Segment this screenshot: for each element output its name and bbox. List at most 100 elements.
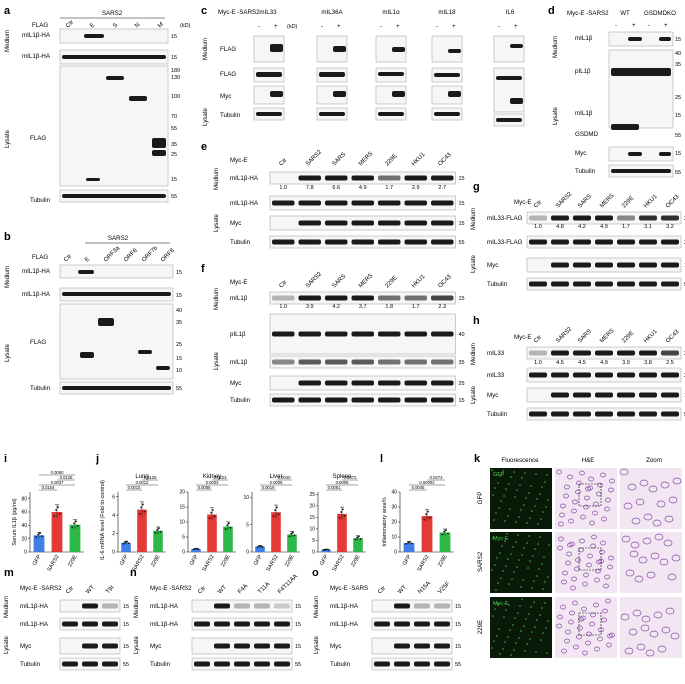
data-point [37,533,40,536]
section-label-lysate: Lysate [4,343,11,362]
alveolus [620,613,630,621]
alveolus [621,535,631,543]
band [152,150,166,156]
band [529,372,547,378]
ladder-mark: 15 [295,622,301,628]
alveolus [652,519,662,527]
quant-value: 1.0 [534,360,542,366]
row-label: mIL1β-HA [150,621,179,628]
section-label-medium: Medium [202,38,209,60]
band [639,411,657,417]
band [661,215,679,221]
fluorescence-dot [492,615,494,617]
fluorescence-dot [517,612,519,614]
band [298,220,321,226]
alveolus [649,630,659,638]
x-tick-label: 229E [67,554,79,568]
fluorescence-dot [506,533,508,535]
alveolus [560,604,566,610]
fluorescence-dot [510,476,512,478]
quant-value: 1.0 [534,224,542,230]
row-label: Myc [230,380,241,387]
lane-label: OC43 [665,194,681,210]
fluorescence-dot [537,543,539,545]
y-tick-label: 0 [312,550,315,556]
sign-labels: - + - + - + - + - + (kD) [258,23,518,30]
band [378,239,401,245]
lane-labels: Ctr E S N M [65,20,165,30]
chart-title: Lung [135,474,148,480]
row-label: Myc [575,150,586,157]
alveolus [603,583,609,589]
y-tick-label: 2 [112,531,115,537]
p-value: 0.0060 [51,470,64,475]
sign-label: + [664,22,668,29]
band [434,73,460,77]
row-label: mIL33 [487,350,505,357]
band [529,239,547,245]
sign-label: + [396,23,400,30]
ladder: 15 15 40 35 25 15 10 55 [176,270,182,392]
section-label-lysate: Lysate [313,635,320,654]
panel-letter-f: f [201,263,205,275]
quant-value: 3.9 [306,304,314,310]
panel-letter-l: l [380,453,383,465]
quant-value: 4.5 [578,360,586,366]
alveolus [605,598,611,604]
band [378,359,401,365]
row-label: mIL33-FLAG [487,215,523,222]
band [351,295,374,301]
band [214,661,230,667]
row-label: mIL1β [575,35,593,42]
lane-label: OC43 [665,329,681,345]
fluorescence-dot [534,626,536,628]
fluorescence-dot [509,508,511,510]
ladder-mark: 35 [176,320,182,326]
lane-label: Ctr [65,586,75,596]
alveolus [599,549,605,555]
data-point [211,509,214,511]
alveolus [568,518,574,524]
data-point [340,511,343,513]
fluorescence-dot [512,546,514,548]
band [661,281,679,287]
alveolus [623,502,633,510]
alveolus [631,517,641,525]
fluorescence-dot [518,559,520,561]
fluorescence-dot [494,487,496,489]
quant-value: 1.7 [412,304,420,310]
blot-medium [59,28,169,44]
alveolus [561,648,567,654]
fluorescence-dot [509,629,511,631]
lane-label: SARS2 [305,271,324,290]
band [595,392,613,398]
y-tick-label: 40 [391,490,397,496]
quant-value: 1.0 [279,304,287,310]
alveolus [606,642,612,648]
y-axis-label: Serum IL1β (pg/ml) [12,498,18,545]
band [404,220,427,226]
ladder-mark: 15 [459,398,465,404]
panel-a: SARS2 FLAG Ctr E S N M Medium Lysate mIL… [4,10,191,204]
y-tick-label: 10 [391,535,397,541]
lane-label: WT [217,584,228,595]
alveolus [667,573,677,581]
x-tick-label: GFP [32,554,43,567]
fluorescence-dot [536,498,538,500]
band [661,262,679,268]
band [639,262,657,268]
alveolus [560,503,566,509]
row-label: mIL1β-HA [22,291,51,298]
data-point [407,541,410,544]
band [431,175,454,181]
fluorescence-dot [510,553,512,555]
fluorescence-dot [494,564,496,566]
band [551,392,569,398]
fluorescence-dot [519,484,521,486]
fluorescence-dot [516,566,518,568]
zoom-image [620,597,682,658]
quant-value: 3.9 [622,360,630,366]
bar [121,542,131,552]
data-point [75,520,77,523]
sign-label: + [632,22,636,29]
